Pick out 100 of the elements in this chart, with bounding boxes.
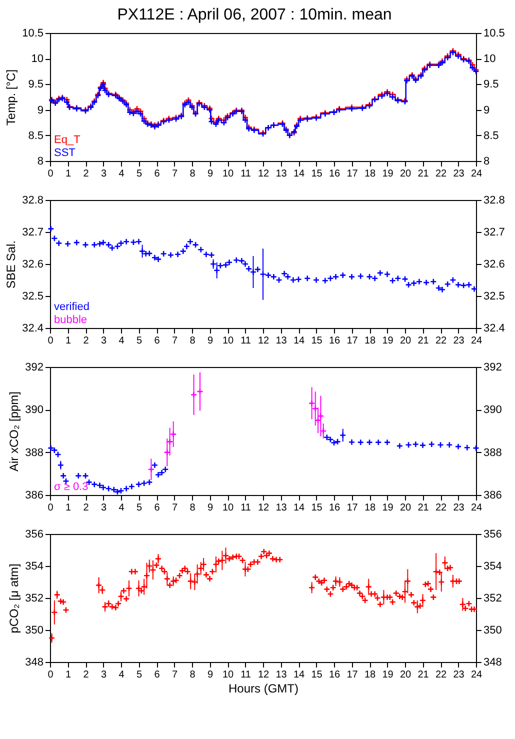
y2-tick-label: 352 [484,592,502,604]
point [412,440,420,448]
y2-tick-label: 10 [484,53,496,66]
point [75,472,82,480]
x-tick-label: 15 [311,502,323,514]
x-tick-label: 3 [100,502,107,514]
y-axis-title: pCO₂ [μ atm] [7,564,22,634]
x-tick-label: 4 [118,670,125,680]
point [330,439,338,446]
x-tick-label: 16 [328,670,340,680]
x-tick-label: 24 [470,336,482,346]
x-tick-label: 23 [453,336,465,346]
x-tick-label: 24 [470,168,482,180]
x-tick-label: 23 [453,502,465,514]
x-tick-label: 20 [400,502,412,514]
x-tick-label: 12 [258,502,270,514]
x-tick-label: 7 [172,670,178,680]
y2-tick-label: 386 [484,490,502,502]
x-tick-label: 2 [83,336,90,346]
x-tick-label: 17 [346,670,358,680]
point [48,444,54,452]
x-tick-label: 24 [470,670,482,680]
y2-tick-label: 356 [484,528,502,540]
x-tick-label: 4 [118,336,125,346]
x-tick-label: 5 [136,336,142,346]
point [366,438,373,446]
point [128,483,136,490]
x-tick-label: 6 [154,670,160,680]
x-tick-label: 18 [364,168,376,180]
point [122,485,130,492]
point [396,442,404,450]
x-tick-label: 8 [190,502,196,514]
chart-title: PX112E : April 06, 2007 : 10min. mean [117,6,392,24]
point [148,466,155,473]
point [428,440,436,448]
y-tick-label: 350 [25,624,44,636]
x-tick-label: 17 [346,168,358,180]
y-axis-title: Air xCO₂ [ppm] [7,391,22,472]
y2-tick-label: 8.5 [484,130,499,142]
x-tick-label: 22 [435,168,447,180]
x-tick-label: 18 [364,502,376,514]
y-tick-label: 10.5 [22,28,44,40]
y-tick-label: 32.7 [22,226,44,238]
x-axis-title: Hours (GMT) [228,682,298,696]
y2-tick-label: 9 [484,104,490,116]
y-tick-label: 9 [37,104,44,116]
x-tick-label: 14 [293,670,305,680]
x-tick-label: 21 [418,336,430,346]
point [114,488,121,496]
point [348,438,356,446]
x-tick-label: 16 [328,336,340,346]
y2-tick-label: 390 [484,404,502,416]
y-tick-label: 9.5 [28,78,44,91]
y-tick-label: 32.6 [22,258,44,270]
x-tick-label: 0 [48,670,54,680]
x-tick-label: 20 [400,336,412,346]
x-tick-label: 23 [453,168,465,180]
y2-tick-label: 32.4 [484,322,505,334]
x-tick-label: 8 [190,168,196,180]
x-tick-label: 19 [382,502,394,514]
point [118,487,124,494]
y2-tick-label: 32.7 [484,226,505,238]
x-tick-label: 0 [48,168,54,180]
x-tick-label: 6 [154,168,160,180]
x-tick-label: 2 [83,168,90,180]
x-tick-label: 11 [240,670,252,680]
y2-tick-label: 9.5 [484,78,499,91]
x-tick-label: 21 [418,168,430,180]
x-tick-label: 15 [311,168,323,180]
x-tick-label: 3 [100,168,107,180]
text: Eq_T [54,134,81,146]
x-tick-label: 24 [470,502,482,514]
x-tick-label: 12 [258,168,270,180]
x-tick-label: 4 [118,502,125,514]
x-tick-label: 2 [83,670,90,680]
point [339,432,346,439]
point [51,446,58,454]
x-tick-label: 18 [364,670,376,680]
x-tick-label: 12 [258,670,270,680]
y2-tick-label: 32.6 [484,258,505,270]
x-tick-label: 6 [154,336,160,346]
point [196,388,204,395]
y-tick-label: 10 [31,53,44,66]
y-tick-label: 8.5 [28,130,44,142]
point [374,438,382,446]
point [57,462,64,469]
x-tick-label: 13 [276,168,288,180]
point [437,441,444,448]
y-tick-label: 32.5 [22,290,44,302]
x-tick-label: 10 [222,502,234,514]
x-tick-label: 5 [136,502,142,514]
point [405,441,412,448]
x-tick-label: 9 [207,168,214,180]
point [384,438,391,446]
point [419,442,426,449]
point [454,443,462,450]
x-tick-label: 1 [65,502,72,514]
x-tick-label: 1 [65,336,72,346]
x-tick-label: 11 [240,502,252,514]
point [146,478,153,486]
